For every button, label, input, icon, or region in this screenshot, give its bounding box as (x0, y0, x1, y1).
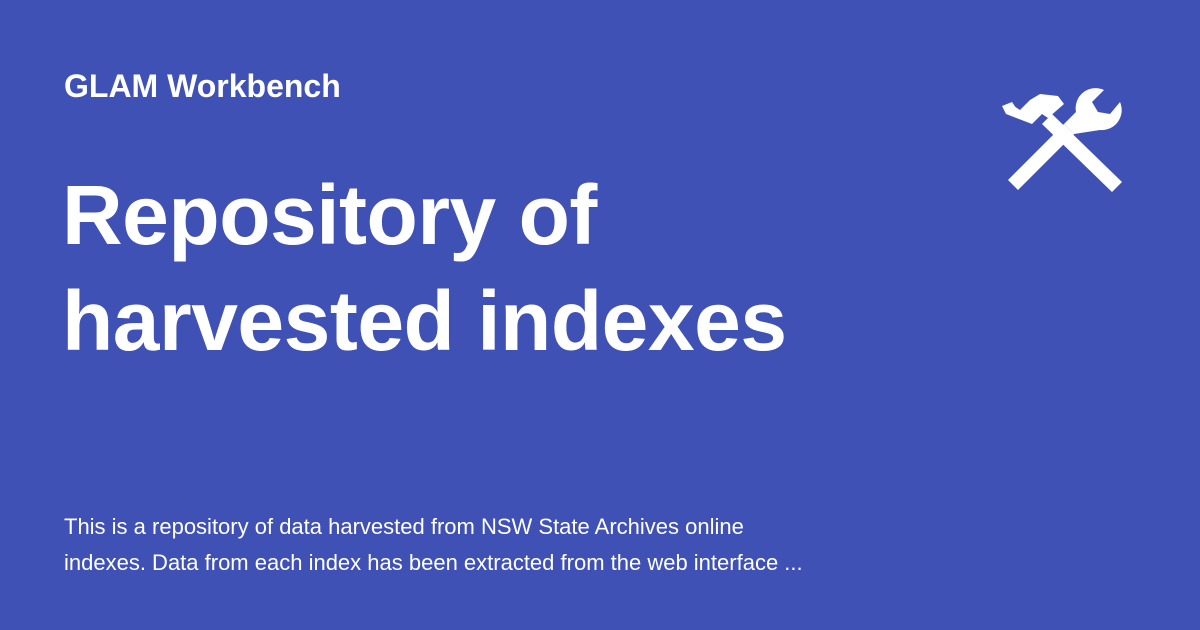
page-title-line: harvested indexes (62, 274, 787, 368)
site-name: GLAM Workbench (64, 68, 341, 104)
page-description: This is a repository of data harvested f… (64, 509, 924, 581)
page-title-line: Repository of (62, 168, 597, 262)
description-line: This is a repository of data harvested f… (64, 514, 744, 539)
description-line: indexes. Data from each index has been e… (64, 550, 803, 575)
page-title: Repository of harvested indexes (62, 162, 962, 374)
hammer-wrench-icon (1002, 88, 1122, 192)
